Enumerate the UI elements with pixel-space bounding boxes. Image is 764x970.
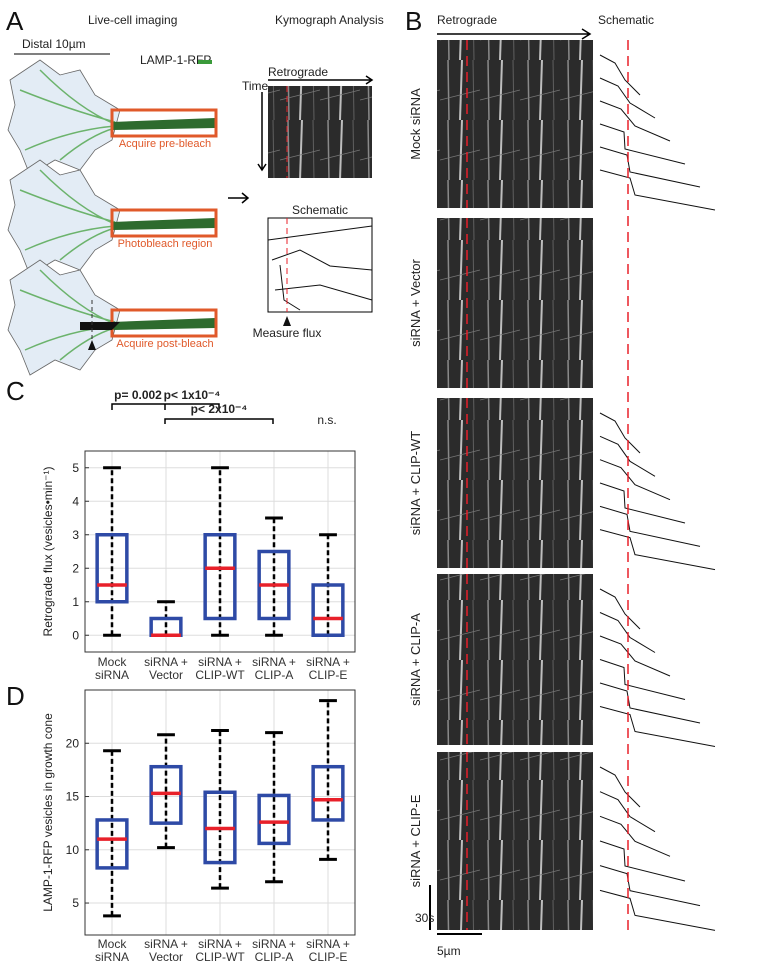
kymograph-image [437, 398, 593, 568]
y-tick-label: 20 [66, 736, 80, 750]
kymograph-image [437, 40, 593, 208]
row-label: siRNA + Vector [408, 258, 423, 346]
space-scale-label: 5µm [437, 944, 461, 958]
row-label: siRNA + CLIP-E [408, 794, 423, 887]
x-tick-label: siRNA + CLIP-A [252, 655, 296, 682]
y-tick-label: 2 [72, 561, 79, 575]
y-tick-label: 1 [72, 595, 79, 609]
schematic-tracks [267, 225, 373, 311]
box [257, 793, 291, 846]
plot-frame [84, 689, 356, 936]
annotation: p< 1x10⁻⁴ [164, 388, 221, 402]
direction-label: Retrograde [437, 13, 497, 27]
time-scale-label: 30s [415, 911, 434, 925]
marker-swatch [198, 60, 212, 64]
annotation: p= 0.002 [114, 388, 162, 402]
row-label: Mock siRNA [408, 88, 423, 160]
x-tick-label: siRNA + CLIP-WT [195, 655, 245, 682]
box [311, 583, 345, 637]
neuron-drawings [6, 59, 250, 377]
panel-label: A [6, 6, 24, 36]
box [95, 818, 129, 870]
arrow [268, 75, 374, 85]
panel-label: D [6, 681, 25, 711]
arrow [437, 28, 592, 40]
scale-label: Distal 10µm [22, 37, 86, 51]
arrowhead [283, 316, 291, 326]
kymo-time: Time [242, 79, 269, 93]
y-tick-label: 5 [72, 461, 79, 475]
y-tick-label: 15 [66, 790, 80, 804]
plot-frame [84, 450, 356, 653]
schematic-tracks [599, 588, 716, 747]
y-axis-label: LAMP-1-RFP vesicles in growth cone [41, 713, 55, 912]
x-tick-label: siRNA + CLIP-E [306, 937, 350, 964]
significance-brackets [111, 403, 274, 424]
kymograph-image [437, 218, 593, 388]
y-tick-label: 3 [72, 528, 79, 542]
box [203, 533, 237, 621]
y-tick-label: 4 [72, 494, 79, 508]
schematic-tracks [599, 412, 716, 571]
schematic-box [267, 217, 373, 313]
schematic-title: Schematic [292, 203, 348, 217]
kymograph-image [437, 574, 593, 745]
y-tick-label: 10 [66, 843, 80, 857]
x-tick-label: Mock siRNA [94, 655, 129, 682]
schematic-title: Schematic [598, 13, 654, 27]
measure-label: Measure flux [253, 326, 322, 340]
annotation: n.s. [317, 413, 336, 427]
x-tick-label: Mock siRNA [94, 937, 129, 964]
schematic-tracks [599, 766, 716, 931]
kymograph-image [268, 86, 372, 178]
kymo-direction: Retrograde [268, 65, 328, 79]
y-axis-label: Retrograde flux (vesicles•min⁻¹) [41, 467, 55, 637]
annotation: p< 2x10⁻⁴ [191, 402, 248, 416]
schematic-tracks [599, 54, 716, 211]
x-tick-label: siRNA + CLIP-WT [195, 937, 245, 964]
row-label: siRNA + CLIP-A [408, 613, 423, 706]
x-tick-label: siRNA + CLIP-A [252, 937, 296, 964]
y-tick-label: 0 [72, 628, 79, 642]
box [95, 533, 129, 604]
panel-label: C [6, 376, 25, 406]
x-tick-label: siRNA + Vector [144, 655, 188, 682]
marker-label: LAMP-1-RFP [140, 53, 211, 67]
step-label: Photobleach region [118, 238, 213, 250]
y-tick-label: 5 [72, 896, 79, 910]
x-tick-label: siRNA + Vector [144, 937, 188, 964]
row-label: siRNA + CLIP-WT [408, 431, 423, 535]
x-tick-label: siRNA + CLIP-E [306, 655, 350, 682]
kymographs: Mock siRNA siRNA + Vector siRNA + CLIP-WT s… [408, 40, 716, 931]
panel-label: B [405, 6, 422, 36]
step-label: Acquire pre-bleach [119, 138, 211, 150]
kymograph-image [437, 752, 593, 930]
step-label: Acquire post-bleach [116, 338, 213, 350]
arrow [257, 92, 267, 172]
box [311, 764, 345, 822]
panel-title: Live-cell imaging [88, 13, 177, 27]
panel-title: Kymograph Analysis [275, 13, 384, 27]
